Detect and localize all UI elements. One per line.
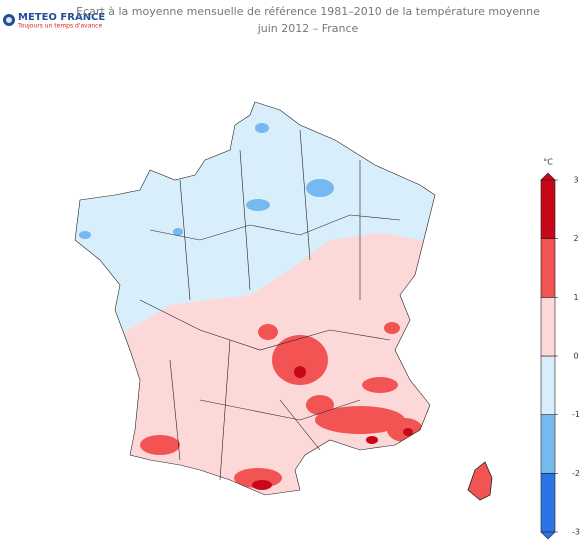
france-map — [75, 102, 435, 495]
logo-icon-inner — [6, 17, 12, 23]
legend-swatch — [540, 473, 556, 533]
legend-arrow-bottom — [540, 531, 556, 540]
title: Ecart à la moyenne mensuelle de référenc… — [76, 5, 540, 18]
legend-unit: °C — [543, 158, 553, 167]
legend-tick-label: -3 — [572, 528, 580, 537]
logo-slogan: Toujours un temps d'avance — [17, 23, 102, 30]
legend-swatch — [540, 179, 556, 239]
corsica — [467, 461, 493, 501]
legend-tick-label: -2 — [572, 469, 580, 478]
legend-tick-label: 1 — [573, 293, 578, 302]
legend-swatch — [540, 297, 556, 357]
legend: °C -3 -2 -1 0 1 2 3 — [540, 158, 580, 540]
logo-name: METEO FRANCE — [18, 12, 105, 23]
legend-tick-label: 3 — [573, 176, 578, 185]
hot-patches — [252, 366, 413, 490]
legend-tick-label: 2 — [573, 234, 578, 243]
logo: METEO FRANCE Toujours un temps d'avance — [3, 12, 105, 30]
cool-patches — [79, 123, 334, 239]
legend-arrow-top — [540, 172, 556, 181]
department-borders — [139, 129, 401, 481]
legend-swatch — [540, 355, 556, 415]
legend-tick-label: -1 — [572, 410, 580, 419]
legend-tick-label: 0 — [573, 352, 578, 361]
france-border — [74, 101, 436, 496]
legend-swatch — [540, 238, 556, 298]
subtitle: juin 2012 – France — [257, 22, 359, 35]
legend-swatch — [540, 414, 556, 474]
warm-patches — [140, 322, 423, 488]
